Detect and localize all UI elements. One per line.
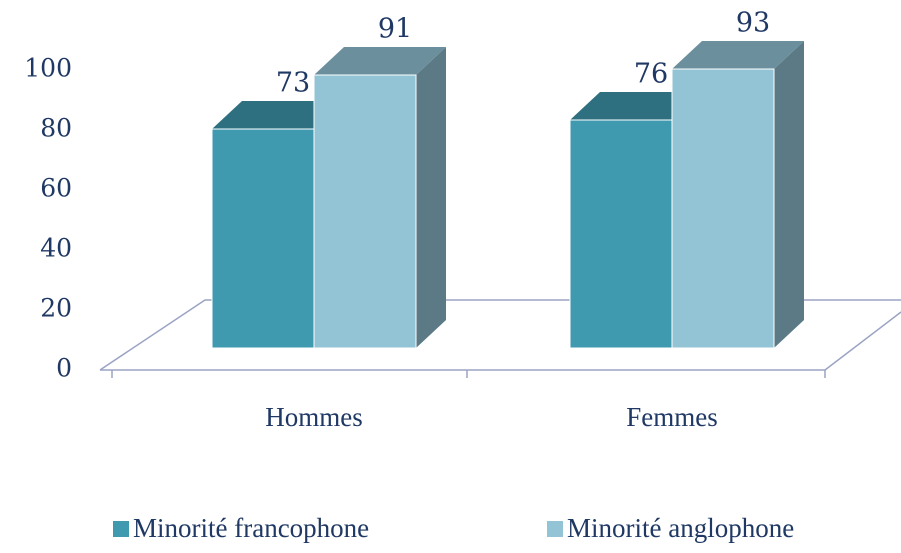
bar-top bbox=[212, 101, 344, 129]
value-label: 76 bbox=[634, 59, 668, 90]
x-tick-label: Hommes bbox=[265, 402, 363, 432]
bar-top bbox=[314, 47, 446, 75]
legend-marker bbox=[547, 521, 563, 537]
bar-top bbox=[570, 92, 702, 120]
bar-side bbox=[774, 41, 804, 348]
bar-front bbox=[569, 119, 673, 349]
legend-label: Minorité anglophone bbox=[567, 513, 794, 543]
x-tick-label: Femmes bbox=[626, 402, 718, 432]
y-tick-label: 20 bbox=[40, 294, 72, 323]
bar-front bbox=[671, 68, 775, 349]
value-label: 93 bbox=[736, 8, 770, 39]
legend-label: Minorité francophone bbox=[133, 513, 369, 543]
value-label: 91 bbox=[378, 14, 412, 45]
bar-front bbox=[313, 74, 417, 349]
bar-side bbox=[416, 47, 446, 348]
bar-front bbox=[211, 128, 315, 349]
y-tick-label: 60 bbox=[40, 174, 72, 203]
y-tick-label: 0 bbox=[56, 354, 72, 383]
y-tick-label: 40 bbox=[40, 234, 72, 263]
bar bbox=[671, 41, 804, 349]
y-tick-label: 80 bbox=[40, 114, 72, 143]
bar-top bbox=[672, 41, 804, 69]
value-label: 73 bbox=[276, 68, 310, 99]
legend-marker bbox=[113, 521, 129, 537]
y-tick-label: 100 bbox=[24, 54, 72, 83]
bar bbox=[313, 47, 446, 349]
